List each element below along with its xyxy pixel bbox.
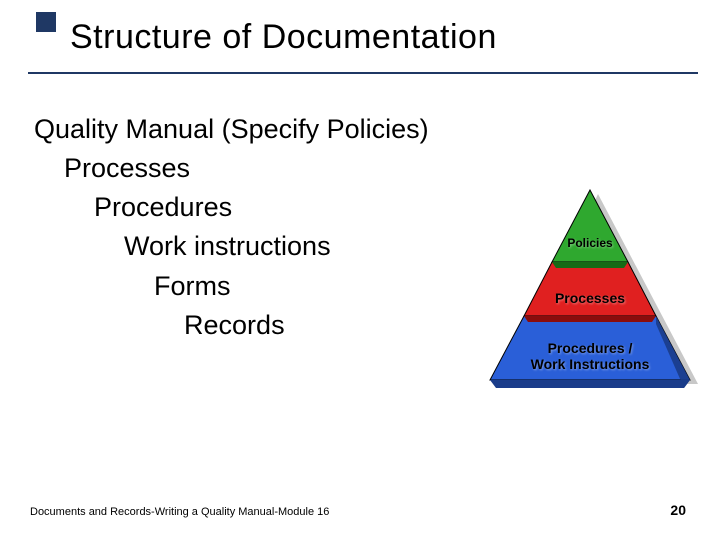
pyramid-label-bot: Procedures /Work Instructions (480, 340, 700, 372)
list-item: Records (34, 306, 429, 345)
page-number: 20 (670, 502, 686, 518)
pyramid-tier-top (552, 190, 628, 262)
list-item: Work instructions (34, 227, 429, 266)
slide: Structure of Documentation Quality Manua… (0, 0, 720, 540)
pyramid-label-mid: Processes (480, 290, 700, 306)
pyramid-diagram: Policies Processes Procedures /Work Inst… (480, 180, 700, 400)
list-item: Procedures (34, 188, 429, 227)
pyramid-label-top: Policies (480, 236, 700, 250)
pyramid-tier-middle-edge (524, 316, 656, 322)
slide-title: Structure of Documentation (70, 18, 497, 57)
title-underline (28, 72, 698, 74)
list-item: Quality Manual (Specify Policies) (34, 110, 429, 149)
footer-text: Documents and Records-Writing a Quality … (30, 506, 329, 518)
hierarchy-list: Quality Manual (Specify Policies) Proces… (34, 110, 429, 345)
accent-square-icon (36, 12, 56, 32)
list-item: Processes (34, 149, 429, 188)
list-item: Forms (34, 267, 429, 306)
pyramid-tier-top-edge (552, 262, 628, 268)
pyramid-tier-bottom-edge (490, 380, 690, 388)
